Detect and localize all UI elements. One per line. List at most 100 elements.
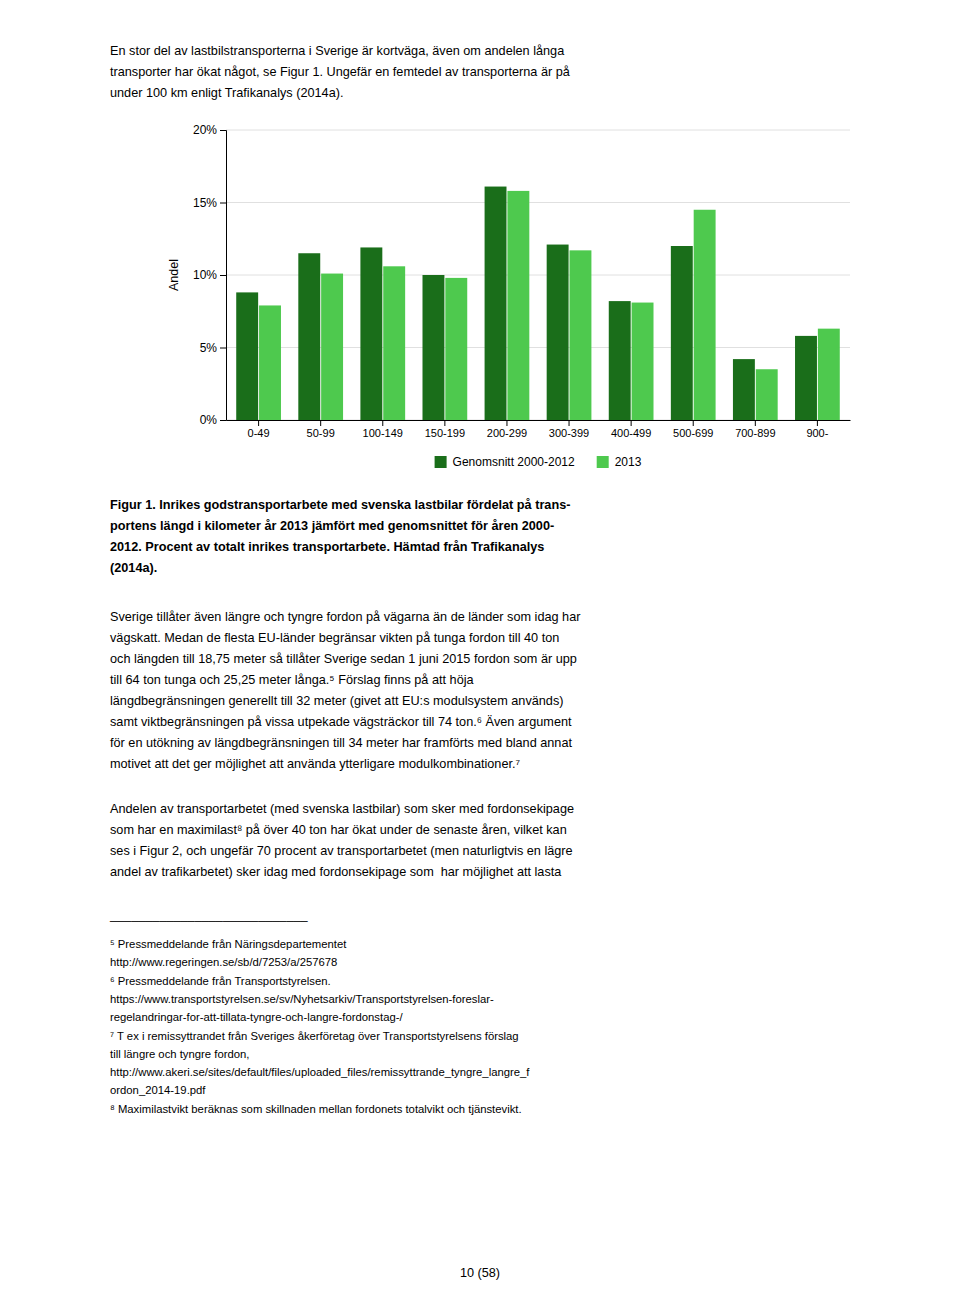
footnotes-line: https://www.transportstyrelsen.se/sv/Nyh…	[110, 993, 494, 1005]
body-paragraph-1-line: motivet att det ger möjlighet att använd…	[110, 757, 521, 771]
bar	[360, 247, 382, 420]
y-tick-mark	[220, 130, 226, 131]
x-tick-label: 100-149	[363, 427, 403, 439]
bar	[422, 275, 444, 420]
body-paragraph-1-line: till 64 ton tunga och 25,25 meter långa.…	[110, 673, 475, 687]
x-tick-mark	[382, 420, 383, 426]
body-paragraph-2-line: som har en maximilast⁸ på över 40 ton ha…	[110, 823, 567, 837]
bar	[733, 359, 755, 420]
bar-series	[259, 191, 840, 420]
bar	[445, 278, 467, 420]
footnote-rule: ____________________________	[109, 908, 309, 922]
bar	[671, 246, 693, 420]
x-tick: 50-99	[307, 420, 335, 439]
x-tick: 500-699	[673, 420, 713, 439]
bar	[259, 305, 281, 420]
x-tick-label: 400-499	[611, 427, 651, 439]
body-paragraph-1-line: för en utökning av längdbegränsningen ti…	[110, 736, 572, 750]
body-paragraph-1-line: och längden till 18,75 meter så tillåter…	[110, 652, 577, 666]
y-axis-line	[220, 131, 227, 421]
bar	[383, 266, 405, 420]
bar	[485, 187, 507, 420]
bar	[547, 245, 569, 420]
bar	[321, 274, 343, 420]
x-tick-label: 200-299	[487, 427, 527, 439]
legend-label: Genomsnitt 2000-2012	[453, 455, 575, 469]
bar	[236, 292, 258, 420]
bar	[795, 336, 817, 420]
footnotes-line: ⁵ Pressmeddelande från Näringsdepartemen…	[110, 938, 347, 950]
y-tick-label: 5%	[200, 341, 218, 355]
caption-line: portens längd i kilometer år 2013 jämför…	[110, 519, 554, 533]
top-paragraph-line: En stor del av lastbilstransporterna i S…	[110, 44, 565, 58]
body-paragraph-1: Sverige tillåter även längre och tyngre …	[110, 610, 581, 771]
y-tick-label: 15%	[193, 196, 217, 210]
y-axis-title: Andel	[167, 259, 181, 291]
footnotes-line: ⁷ T ex i remissyttrandet från Sveriges å…	[110, 1030, 519, 1042]
body-paragraph-1-line: samt viktbegränsningen på vissa utpekade…	[110, 715, 572, 729]
legend-item: 2013	[597, 455, 642, 469]
bar	[298, 253, 320, 420]
top-paragraph-line: under 100 km enligt Trafikanalys (2014a)…	[110, 86, 343, 100]
legend-swatch	[435, 456, 447, 468]
top-paragraph: En stor del av lastbilstransporterna i S…	[110, 44, 571, 100]
body-paragraph-2: Andelen av transportarbetet (med svenska…	[110, 802, 574, 879]
x-tick: 300-399	[549, 420, 589, 439]
caption-line: 2012. Procent av totalt inrikes transpor…	[110, 540, 544, 554]
x-tick: 400-499	[611, 420, 651, 439]
bar	[632, 303, 654, 420]
y-axis: 0%5%10%15%20%	[193, 123, 227, 427]
x-tick-label: 900-	[806, 427, 828, 439]
footnotes-line: http://www.regeringen.se/sb/d/7253/a/257…	[110, 956, 337, 968]
grid	[226, 130, 850, 420]
body-paragraph-1-line: Sverige tillåter även längre och tyngre …	[110, 610, 581, 624]
x-tick-mark	[631, 420, 632, 426]
bar-series	[236, 187, 817, 420]
bar	[818, 329, 840, 420]
y-tick-mark	[220, 203, 226, 204]
x-tick: 0-49	[248, 420, 270, 439]
body-paragraph-2-line: ses i Figur 2, och ungefär 70 procent av…	[110, 844, 573, 858]
bar	[756, 369, 778, 420]
x-tick: 200-299	[487, 420, 527, 439]
x-tick-label: 0-49	[248, 427, 270, 439]
legend: Genomsnitt 2000-2012 2013	[435, 455, 642, 469]
x-tick-label: 500-699	[673, 427, 713, 439]
y-tick: 15%	[193, 196, 226, 210]
chart: 0%5%10%15%20%0-4950-99100-149150-199200-…	[167, 123, 851, 469]
bar	[609, 301, 631, 420]
x-tick: 150-199	[425, 420, 465, 439]
x-tick: 900-	[806, 420, 828, 439]
x-tick-mark	[258, 420, 259, 426]
bar	[570, 250, 592, 420]
body-paragraph-1-line: längdbegränsningen generellt till 32 met…	[110, 694, 563, 708]
x-tick: 700-899	[735, 420, 775, 439]
caption: Figur 1. Inrikes godstransportarbete med…	[110, 498, 570, 575]
footnotes-line: http://www.akeri.se/sites/default/files/…	[110, 1066, 530, 1078]
footnotes-line: regelandringar-for-att-tillata-tyngre-oc…	[110, 1011, 403, 1023]
footnotes-line: till längre och tyngre fordon,	[110, 1048, 249, 1060]
x-tick-mark	[320, 420, 321, 426]
x-tick-label: 50-99	[307, 427, 335, 439]
x-tick-mark	[569, 420, 570, 426]
grid-line	[226, 202, 850, 203]
legend-item: Genomsnitt 2000-2012	[435, 455, 575, 469]
x-tick-mark	[755, 420, 756, 426]
bar	[507, 191, 529, 420]
body-paragraph-2-line: Andelen av transportarbetet (med svenska…	[110, 802, 574, 816]
legend-swatch	[597, 456, 609, 468]
x-tick-label: 150-199	[425, 427, 465, 439]
y-tick: 5%	[200, 341, 226, 355]
y-tick: 0%	[200, 413, 226, 427]
y-tick-mark	[220, 348, 226, 349]
x-tick-mark	[693, 420, 694, 426]
y-tick-mark	[220, 275, 226, 276]
body-paragraph-1-line: vägskatt. Medan de flesta EU-länder begr…	[110, 631, 559, 645]
y-tick-label: 0%	[200, 413, 218, 427]
bar	[694, 210, 716, 420]
body-paragraph-2-line: andel av trafikarbetet) sker idag med fo…	[110, 865, 562, 879]
y-tick: 20%	[193, 123, 226, 137]
grid-line	[226, 130, 850, 131]
footnotes-line: ⁶ Pressmeddelande från Transportstyrelse…	[110, 975, 331, 987]
caption-line: (2014a).	[110, 561, 157, 575]
